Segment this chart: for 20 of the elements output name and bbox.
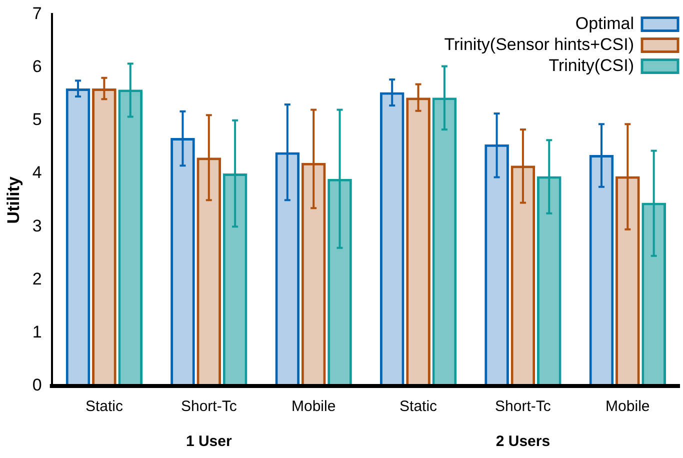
text: 1 User — [186, 433, 232, 450]
y-tick-label: 7 — [32, 4, 42, 23]
x-tick-label: Mobile — [291, 398, 336, 416]
y-tick-label: 0 — [32, 376, 42, 395]
legend-label: Trinity(Sensor hints+CSI) — [444, 34, 634, 54]
x-tick-label: Static — [85, 398, 124, 416]
legend-label: Optimal — [575, 14, 634, 33]
y-tick-label: 5 — [32, 110, 42, 130]
y-tick-label: 4 — [32, 163, 42, 182]
y-tick-label: 1 — [32, 322, 42, 342]
legend-label: Trinity(CSI) — [548, 56, 634, 75]
x-tick-label: Static — [400, 398, 438, 416]
y-tick-label: 2 — [32, 269, 42, 288]
x-tick-label: Short-Tc — [495, 398, 552, 416]
y-tick-label: 6 — [32, 57, 42, 76]
y-tick-label: 3 — [32, 216, 42, 236]
text: 2 Users — [496, 433, 550, 450]
x-tick-label: Mobile — [606, 398, 650, 416]
x-tick-label: Short-Tc — [180, 398, 238, 416]
y-axis-title: Utility — [4, 176, 23, 224]
